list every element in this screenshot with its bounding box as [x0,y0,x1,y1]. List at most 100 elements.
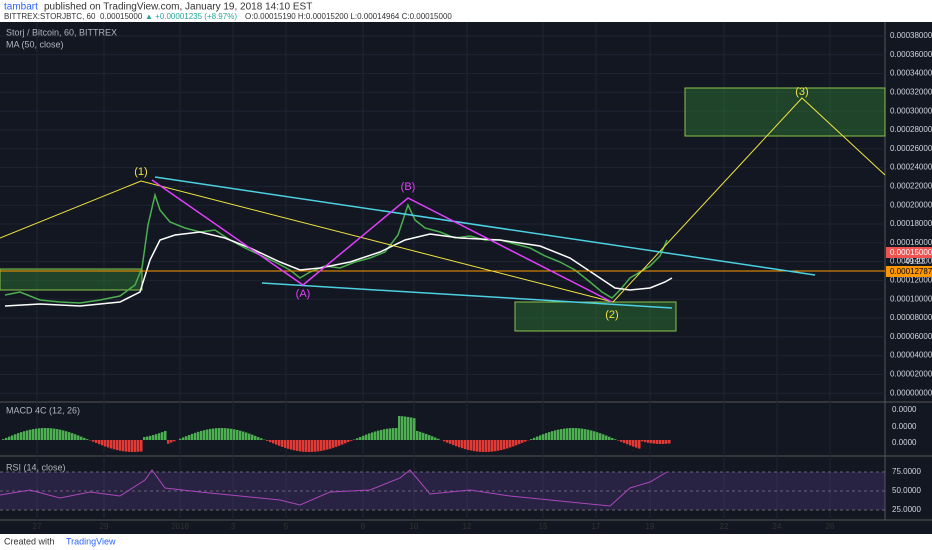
macd-bar [302,440,305,452]
macd-bar [653,440,656,444]
macd-bar [2,439,5,440]
macd-bar [341,440,344,445]
macd-bar [626,440,629,445]
macd-bar [422,432,425,440]
macd-bar [518,440,521,445]
time-tick-label: 12 [463,522,472,531]
macd-bar [122,440,125,452]
price-tick-label: 0.00038000 [890,31,932,40]
zone [684,87,886,137]
change: ▲ +0.00001235 (+8.97%) [145,12,237,21]
macd-bar [248,433,251,440]
macd-bar [320,440,323,451]
macd-bar [104,440,107,447]
macd-bar [602,434,605,440]
macd-bar [71,433,74,440]
macd-bar [233,429,236,440]
countdown: 49:23 [905,257,926,266]
last-price-box [886,247,932,258]
macd-bar [398,416,401,440]
footer-brand[interactable]: TradingView [66,536,116,546]
macd-bar [509,440,512,448]
macd-bar [668,440,671,444]
macd-bar [338,440,341,446]
price-tick-label: 0.00026000 [890,144,932,153]
macd-bar [311,440,314,452]
macd-bar [455,440,458,447]
macd-tick-label: 0.0000 [892,405,917,414]
macd-bar [269,440,272,443]
last: 0.00015000 [100,12,143,21]
legend-macd: MACD 4C (12, 26) [6,405,80,415]
macd-bar [32,429,35,440]
macd-bar [605,435,608,440]
macd-bar [530,439,533,440]
time-tick-label: 19 [646,522,655,531]
wave-label: (A) [296,288,311,300]
macd-bar [566,428,569,440]
macd-bar [92,440,95,442]
macd-bar [17,433,20,440]
level-box [886,266,932,277]
macd-bar [656,440,659,444]
macd-bar [371,432,374,440]
macd-bar [503,440,506,450]
macd-bar [101,440,104,446]
macd-bar [554,430,557,440]
macd-bar [257,437,260,440]
macd-bar [587,429,590,440]
time-tick-label: 29 [100,522,109,531]
macd-bar [347,440,350,443]
macd-bar [383,429,386,440]
macd-bar [305,440,308,452]
macd-bar [98,440,101,445]
wave-label: (B) [401,181,416,193]
macd-bar [407,416,410,440]
macd-bar [35,428,38,440]
symbol: BITTREX:STORJBTC, 60 [4,12,96,21]
price-tick-label: 0.00004000 [890,351,932,360]
macd-bar [293,440,296,451]
macd-bar [245,432,248,440]
macd-bar [191,433,194,440]
macd-bar [329,440,332,449]
macd-bar [23,431,26,440]
footer-text: Created with [4,536,55,546]
macd-bar [416,430,419,440]
trend-line [261,282,673,309]
macd-tick-label: 0.0000 [892,438,917,447]
macd-bar [146,436,149,440]
macd-bar [170,440,173,443]
time-tick-label: 22 [720,522,729,531]
macd-bar [140,440,143,452]
macd-bar [497,440,500,451]
macd-bar [515,440,518,446]
macd-bar [557,429,560,440]
macd-bar [431,436,434,440]
macd-bar [401,416,404,440]
macd-bar [185,436,188,440]
macd-bar [632,440,635,447]
macd-bar [485,440,488,452]
macd-bar [14,434,17,440]
macd-bar [218,428,221,440]
macd-bar [344,440,347,444]
macd-bar [494,440,497,452]
macd-bar [275,440,278,445]
macd-bar [107,440,110,448]
macd-bar [359,436,362,440]
macd-bar [11,435,14,440]
macd-bar [137,440,140,452]
macd-bar [404,416,407,440]
macd-bar [425,433,428,440]
macd-bar [113,440,116,450]
macd-bar [236,429,239,440]
macd-bar [542,434,545,440]
macd-bar [119,440,122,451]
macd-bar [365,434,368,440]
macd-bar [332,440,335,448]
macd-bar [164,430,167,440]
macd-histogram [2,416,671,452]
macd-bar [572,428,575,440]
